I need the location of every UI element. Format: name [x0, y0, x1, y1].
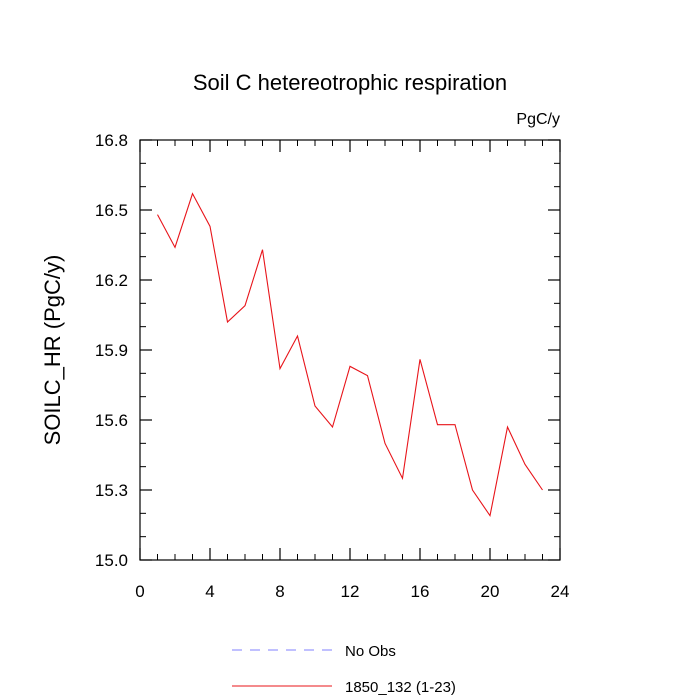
- y-tick-label: 15.3: [95, 481, 128, 500]
- x-tick-label: 20: [481, 582, 500, 601]
- y-tick-label: 16.5: [95, 201, 128, 220]
- x-tick-label: 0: [135, 582, 144, 601]
- chart-title: Soil C hetereotrophic respiration: [193, 70, 507, 95]
- legend-label: No Obs: [345, 643, 396, 660]
- series-layer: [157, 192, 543, 518]
- y-tick-label: 15.9: [95, 341, 128, 360]
- y-tick-label: 15.0: [95, 551, 128, 570]
- plot-frame: [139, 139, 561, 561]
- legend: No Obs 1850_132 (1-23): [232, 643, 456, 696]
- y-tick-label: 16.8: [95, 131, 128, 150]
- y-tick-label: 16.2: [95, 271, 128, 290]
- y-tick-label: 15.6: [95, 411, 128, 430]
- units-label: PgC/y: [516, 111, 560, 128]
- x-tick-label: 16: [411, 582, 430, 601]
- x-tick-label: 12: [341, 582, 360, 601]
- x-tick-label: 4: [205, 582, 214, 601]
- legend-label: 1850_132 (1-23): [345, 679, 456, 696]
- axis-ticks: 0 4 8 12 16 20 24 15.0 15.3 15.6 15.9 16.2 16.5 16.8: [95, 131, 570, 601]
- y-axis-label: SOILC_HR (PgC/y): [40, 255, 65, 446]
- series-line: [157, 192, 543, 518]
- x-tick-label: 8: [275, 582, 284, 601]
- x-tick-label: 24: [551, 582, 570, 601]
